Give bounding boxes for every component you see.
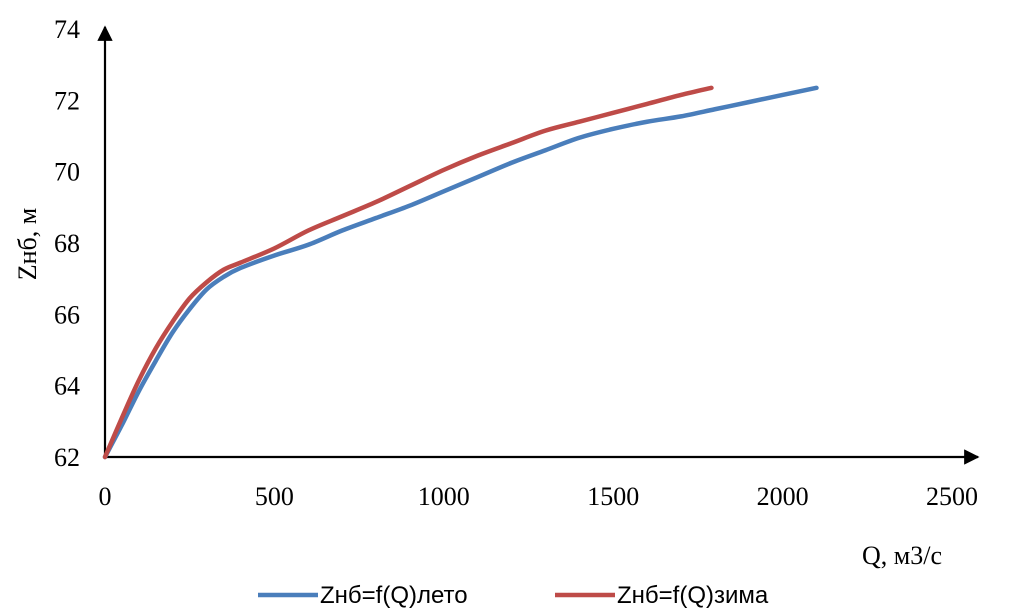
y-tick-label: 70 [54, 158, 80, 187]
x-tick-label: 1000 [418, 482, 470, 511]
y-tick-label: 66 [54, 300, 80, 329]
y-tick-label: 74 [54, 15, 80, 44]
legend: Zнб=f(Q)лето Zнб=f(Q)зима [258, 582, 769, 609]
legend-label: Zнб=f(Q)зима [617, 582, 769, 609]
y-tick-label: 62 [54, 443, 80, 472]
x-tick-labels: 0 500 1000 1500 2000 2500 [99, 482, 979, 511]
x-axis-title: Q, м3/с [862, 541, 942, 570]
y-axis-title: Zнб, м [13, 208, 42, 280]
y-tick-label: 68 [54, 229, 80, 258]
legend-label: Zнб=f(Q)лето [320, 582, 468, 609]
y-tick-label: 72 [54, 86, 80, 115]
series-lines [102, 85, 819, 460]
x-tick-label: 2500 [926, 482, 978, 511]
y-tick-labels: 62 64 66 68 70 72 74 [54, 15, 80, 472]
axes [97, 25, 980, 465]
x-tick-label: 1500 [587, 482, 639, 511]
series-line-summer [102, 85, 819, 460]
x-tick-label: 2000 [757, 482, 809, 511]
series-line-winter [102, 85, 714, 460]
y-tick-label: 64 [54, 372, 80, 401]
x-tick-label: 500 [255, 482, 294, 511]
x-tick-label: 0 [99, 482, 112, 511]
